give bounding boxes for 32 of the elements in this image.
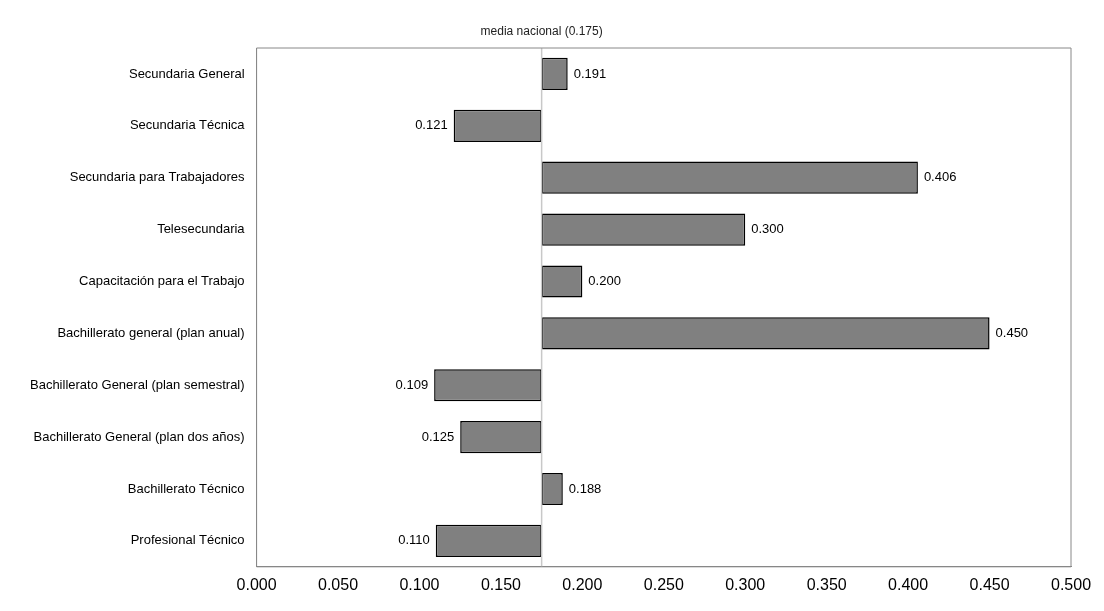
x-tick-label: 0.300	[725, 575, 766, 593]
data-label: 0.125	[421, 428, 455, 444]
y-tick-label: Bachillerato Técnico	[127, 480, 245, 496]
x-tick-label: 0.250	[643, 575, 684, 593]
y-tick-label: Secundaria para Trabajadores	[69, 169, 246, 185]
data-label: 0.450	[995, 324, 1029, 340]
data-label: 0.121	[415, 117, 448, 133]
data-label: 0.110	[398, 532, 430, 548]
y-tick-label: Bachillerato General (plan dos años)	[33, 428, 245, 444]
x-tick-label: 0.200	[562, 575, 603, 593]
x-tick-label: 0.450	[969, 575, 1010, 593]
ref-line-label: media nacional (0.175)	[480, 24, 603, 39]
data-label: 0.109	[395, 376, 429, 392]
y-tick-label: Bachillerato general (plan anual)	[57, 324, 245, 340]
data-label: 0.406	[923, 169, 957, 185]
x-tick-label: 0.500	[1050, 575, 1092, 593]
y-tick-label: Capacitación para el Trabajo	[79, 273, 245, 289]
x-tick-label: 0.350	[806, 575, 847, 593]
y-tick-label: Bachillerato General (plan semestral)	[29, 376, 245, 392]
y-tick-label: Telesecundaria	[157, 221, 246, 237]
y-tick-label: Profesional Técnico	[130, 532, 245, 548]
x-tick-label: 0.150	[480, 575, 522, 593]
x-tick-label: 0.100	[399, 575, 440, 593]
data-label: 0.300	[751, 221, 784, 237]
data-label: 0.200	[588, 273, 621, 289]
y-tick-label: Secundaria General	[128, 65, 245, 81]
x-tick-label: 0.400	[888, 575, 929, 593]
x-tick-label: 0.050	[318, 575, 359, 593]
data-label: 0.191	[573, 65, 607, 81]
x-tick-label: 0.000	[236, 575, 277, 593]
y-tick-label: Secundaria Técnica	[129, 117, 246, 133]
data-label: 0.188	[568, 480, 602, 496]
